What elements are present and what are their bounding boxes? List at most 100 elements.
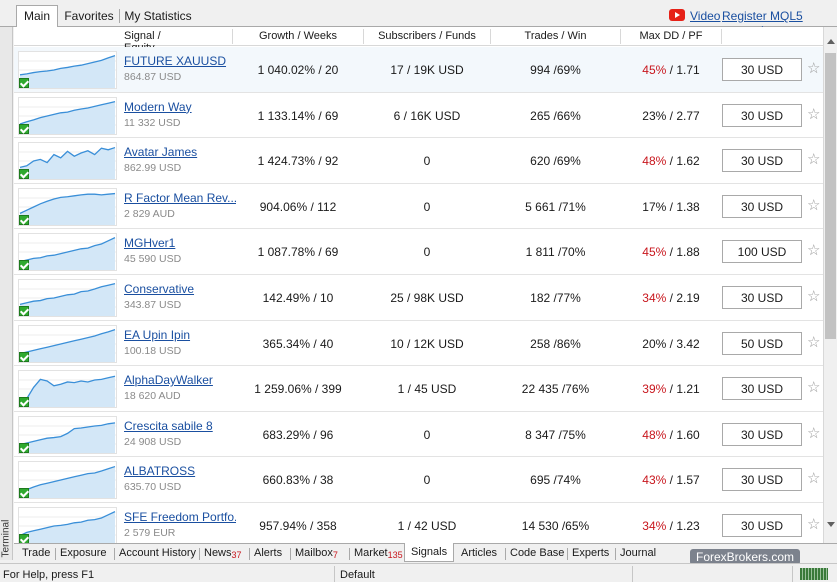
subscribe-price-button[interactable]: 50 USD [722,331,802,355]
check-icon [19,306,29,316]
subscribe-price-button[interactable]: 30 USD [722,514,802,537]
table-row[interactable]: Avatar James 862.99 USD 1 424.73% / 92 0 620… [14,138,823,184]
growth-weeks: 365.34% / 40 [262,336,334,351]
col-maxdd-pf[interactable]: Max DD / PF [639,30,703,42]
table-row[interactable]: FUTURE XAUUSD 864.87 USD 1 040.02% / 20 17 … [14,47,823,93]
video-link[interactable]: Video [690,9,721,23]
terminal-tab-articles[interactable]: Articles [461,547,497,559]
table-row[interactable]: SFE Freedom Portfo... 2 579 EUR 957.94% / … [14,503,823,543]
max-drawdown: 45% [642,63,667,77]
subscribers-funds: 10 / 12K USD [390,336,464,351]
terminal-tab-alerts[interactable]: Alerts [254,547,282,559]
signal-name-link[interactable]: Avatar James [124,145,198,160]
signal-name-link[interactable]: ALBATROSS [124,464,196,479]
star-icon[interactable]: ☆ [807,516,821,533]
maxdd-pf: 20% / 3.42 [621,337,721,351]
table-row[interactable]: ALBATROSS 635.70 USD 660.83% / 38 0 695 /74%… [14,457,823,503]
equity-sparkline[interactable] [18,507,117,543]
tab-label: Market [354,547,388,559]
tab-label: Exposure [60,547,107,559]
subscribe-price-button[interactable]: 30 USD [722,422,802,446]
star-icon[interactable]: ☆ [807,333,821,351]
terminal-tab-mailbox[interactable]: Mailbox7 [295,547,338,560]
signal-name-link[interactable]: Crescita sabile 8 [124,418,213,433]
sparkline-line [19,192,116,214]
star-icon[interactable]: ☆ [807,379,821,397]
terminal-tab-news[interactable]: News37 [204,547,242,560]
equity-sparkline[interactable] [18,279,117,317]
col-subscribers-funds[interactable]: Subscribers / Funds [378,30,476,42]
check-icon [19,534,29,543]
sparkline-line [19,421,116,446]
growth-weeks: 1 087.78% / 69 [257,245,339,260]
table-row[interactable]: Conservative 343.87 USD 142.49% / 10 25 / 9… [14,275,823,321]
subscribe-price-button[interactable]: 30 USD [722,286,802,309]
tab-main[interactable]: Main [16,5,58,27]
vertical-scrollbar[interactable] [823,27,837,543]
equity-sparkline[interactable] [18,370,117,409]
signal-name-link[interactable]: R Factor Mean Rev... [124,190,236,205]
terminal-tab-code-base[interactable]: Code Base [510,547,564,559]
signal-name-link[interactable]: SFE Freedom Portfo... [124,510,236,524]
subscribe-price-button[interactable]: 30 USD [722,58,802,81]
table-row[interactable]: AlphaDayWalker 18 620 AUD 1 259.06% / 399 1… [14,366,823,412]
signal-name-link[interactable]: FUTURE XAUUSD [124,54,227,68]
equity-sparkline[interactable] [18,187,117,226]
profit-factor: / 1.60 [666,427,700,442]
terminal-tab-journal[interactable]: Journal [620,547,656,559]
star-icon[interactable]: ☆ [807,288,821,305]
subscribe-price-button[interactable]: 100 USD [722,240,802,264]
equity-sparkline[interactable] [18,233,117,272]
scroll-thumb[interactable] [825,53,836,339]
star-icon[interactable]: ☆ [807,424,821,442]
equity-sparkline[interactable] [18,461,117,500]
equity-sparkline[interactable] [18,51,117,89]
signal-name-link[interactable]: AlphaDayWalker [124,373,213,388]
star-icon[interactable]: ☆ [807,105,821,123]
tab-label: Account History [119,547,197,559]
star-icon[interactable]: ☆ [807,242,821,260]
scroll-down-icon[interactable] [827,522,835,527]
subscribe-price-button[interactable]: 30 USD [722,194,802,218]
signal-name-link[interactable]: MGHver1 [124,236,176,251]
subscribe-price-button[interactable]: 30 USD [722,103,802,127]
table-row[interactable]: EA Upin Ipin 100.18 USD 365.34% / 40 10 / 1… [14,321,823,367]
equity-sparkline[interactable] [18,415,117,454]
growth-weeks: 904.06% / 112 [259,199,337,214]
tab-label: Mailbox [295,547,333,559]
sparkline-area [20,193,115,225]
star-icon[interactable]: ☆ [807,60,821,77]
equity-sparkline[interactable] [18,324,117,363]
star-icon[interactable]: ☆ [807,470,821,488]
terminal-tab-account-history[interactable]: Account History [119,547,196,559]
terminal-tab-exposure[interactable]: Exposure [60,547,106,559]
terminal-tab-trade[interactable]: Trade [22,547,50,559]
subscribe-price-button[interactable]: 30 USD [722,468,802,492]
terminal-tab-market[interactable]: Market135 [354,547,403,560]
col-trades-win[interactable]: Trades / Win [524,30,587,42]
star-icon[interactable]: ☆ [807,196,821,214]
equity-sparkline[interactable] [18,142,117,181]
table-row[interactable]: Crescita sabile 8 24 908 USD 683.29% / 96 0… [14,412,823,458]
table-row[interactable]: Modern Way 11 332 USD 1 133.14% / 69 6 / 16… [14,93,823,139]
signal-name-link[interactable]: EA Upin Ipin [124,327,191,342]
youtube-icon[interactable] [669,9,685,21]
terminal-tab-experts[interactable]: Experts [572,547,609,559]
maxdd-pf: 45% / 1.88 [621,245,721,259]
scroll-up-icon[interactable] [827,39,835,44]
signal-name-link[interactable]: Modern Way [124,99,192,114]
star-icon[interactable]: ☆ [807,151,821,169]
table-row[interactable]: MGHver1 45 590 USD 1 087.78% / 69 0 1 811 /7… [14,229,823,275]
subscribe-price-button[interactable]: 30 USD [722,377,802,401]
col-growth-weeks[interactable]: Growth / Weeks [258,30,338,42]
tab-label: Signals [411,546,448,558]
equity-sparkline[interactable] [18,96,117,135]
signal-name-link[interactable]: Conservative [124,282,195,296]
table-row[interactable]: R Factor Mean Rev... 2 829 AUD 904.06% / 1… [14,184,823,230]
tab-separator [505,548,506,560]
tab-my-statistics[interactable]: My Statistics [124,9,192,23]
tab-favorites[interactable]: Favorites [64,9,114,23]
status-help-text: For Help, press F1 [3,569,95,581]
subscribe-price-button[interactable]: 30 USD [722,149,802,173]
terminal-tab-signals[interactable]: Signals [404,543,455,562]
